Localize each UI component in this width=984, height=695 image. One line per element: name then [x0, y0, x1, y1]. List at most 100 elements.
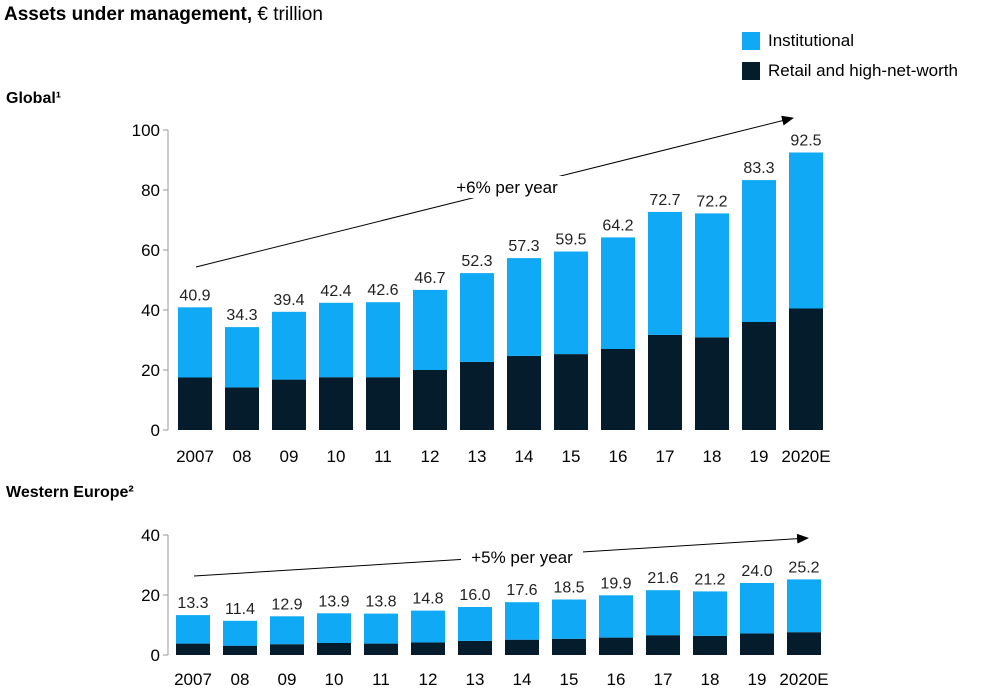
- global-bar-retail: [460, 361, 494, 430]
- legend-label-retail: Retail and high-net-worth: [768, 61, 958, 80]
- global-bar-retail: [742, 322, 776, 430]
- we-x-tick-label: 11: [372, 670, 390, 689]
- global-y-tick-label: 100: [132, 121, 160, 140]
- we-bar-institutional: [223, 620, 257, 646]
- global-x-tick-label: 2007: [176, 447, 214, 466]
- legend-item-institutional: Institutional: [742, 26, 958, 56]
- global-total-label: 39.4: [273, 292, 304, 309]
- global-bar-institutional: [742, 180, 776, 322]
- we-bar-institutional: [552, 599, 586, 639]
- global-bar-retail: [507, 355, 541, 430]
- we-bar-retail: [646, 635, 680, 655]
- global-x-tick-label: 2020E: [781, 447, 830, 466]
- global-bar-retail: [178, 377, 212, 430]
- global-total-label: 34.3: [226, 307, 257, 324]
- we-x-tick-label: 13: [466, 670, 485, 689]
- global-bar-institutional: [554, 251, 588, 355]
- global-bar-retail: [554, 354, 588, 430]
- we-total-label: 21.6: [647, 570, 678, 587]
- global-total-label: 59.5: [555, 232, 586, 249]
- we-total-label: 17.6: [506, 582, 537, 599]
- we-total-label: 16.0: [459, 587, 490, 604]
- we-x-tick-label: 14: [513, 670, 532, 689]
- global-bar-institutional: [225, 327, 259, 388]
- we-bar-institutional: [505, 602, 539, 640]
- global-bar-institutional: [789, 152, 823, 309]
- we-x-tick-label: 2020E: [779, 670, 828, 689]
- we-x-tick-label: 17: [654, 670, 673, 689]
- global-bar-institutional: [648, 211, 682, 335]
- global-bar-retail: [601, 349, 635, 430]
- we-bar-retail: [505, 639, 539, 655]
- we-y-tick-label: 20: [141, 586, 160, 605]
- we-total-label: 13.9: [318, 593, 349, 610]
- global-trend-label-bg: [446, 176, 568, 198]
- global-x-tick-label: 08: [233, 447, 252, 466]
- global-trend-label: +6% per year: [456, 178, 558, 197]
- we-bar-institutional: [270, 616, 304, 645]
- global-total-label: 57.3: [508, 238, 539, 255]
- we-total-label: 21.2: [694, 571, 725, 588]
- we-bar-institutional: [458, 607, 492, 641]
- we-bar-institutional: [317, 613, 351, 643]
- global-bar-institutional: [413, 289, 447, 370]
- we-bar-retail: [599, 637, 633, 655]
- global-bar-retail: [695, 337, 729, 430]
- chart-title: Assets under management, € trillion: [4, 4, 323, 26]
- we-bar-institutional: [740, 583, 774, 634]
- we-x-tick-label: 19: [748, 670, 767, 689]
- global-x-tick-label: 16: [609, 447, 628, 466]
- we-total-label: 14.8: [412, 591, 443, 608]
- we-total-label: 24.0: [741, 563, 772, 580]
- we-x-tick-label: 09: [278, 670, 297, 689]
- chart-title-unit: € trillion: [252, 4, 323, 25]
- global-bar-institutional: [460, 273, 494, 362]
- global-total-label: 46.7: [414, 270, 445, 287]
- global-bar-institutional: [366, 302, 400, 378]
- we-bar-retail: [458, 640, 492, 655]
- legend: Institutional Retail and high-net-worth: [742, 26, 958, 86]
- we-bar-retail: [740, 633, 774, 655]
- we-bar-retail: [364, 643, 398, 655]
- we-x-tick-label: 16: [607, 670, 626, 689]
- global-x-tick-label: 12: [421, 447, 440, 466]
- global-bar-retail: [366, 377, 400, 430]
- global-bar-institutional: [507, 258, 541, 356]
- global-bar-retail: [413, 370, 447, 430]
- we-bar-retail: [223, 645, 257, 655]
- global-bar-institutional: [601, 237, 635, 349]
- we-y-tick-label: 40: [141, 526, 160, 545]
- global-bar-retail: [789, 308, 823, 430]
- global-y-tick-label: 0: [151, 421, 160, 440]
- we-bar-retail: [787, 632, 821, 655]
- we-bar-institutional: [411, 610, 445, 643]
- global-total-label: 52.3: [461, 253, 492, 270]
- western-europe-section-title: Western Europe²: [6, 484, 134, 501]
- we-total-label: 11.4: [225, 601, 255, 618]
- we-x-tick-label: 15: [560, 670, 579, 689]
- we-bar-retail: [176, 643, 210, 655]
- global-x-tick-label: 13: [468, 447, 487, 466]
- legend-swatch-institutional: [742, 32, 760, 50]
- global-chart: 0 20 40 60 80 100 40.9 2007 34.3 08 39.4 09 42.4 10 42…: [132, 115, 831, 466]
- global-x-tick-label: 15: [562, 447, 581, 466]
- global-bar-institutional: [319, 302, 353, 378]
- we-bar-institutional: [693, 591, 727, 636]
- global-bar-retail: [648, 334, 682, 430]
- we-total-label: 25.2: [788, 559, 819, 576]
- we-bar-institutional: [599, 595, 633, 638]
- global-bar-retail: [319, 377, 353, 430]
- global-total-label: 72.7: [649, 192, 680, 209]
- global-x-tick-label: 09: [280, 447, 299, 466]
- global-bar-retail: [225, 387, 259, 430]
- we-total-label: 13.8: [365, 594, 396, 611]
- we-bar-retail: [693, 635, 727, 655]
- we-x-tick-label: 2007: [174, 670, 212, 689]
- we-x-tick-label: 18: [701, 670, 720, 689]
- global-y-tick-label: 20: [141, 361, 160, 380]
- we-bar-institutional: [364, 613, 398, 644]
- global-total-label: 83.3: [743, 160, 774, 177]
- global-x-tick-label: 10: [327, 447, 346, 466]
- we-trend-label: +5% per year: [471, 548, 573, 567]
